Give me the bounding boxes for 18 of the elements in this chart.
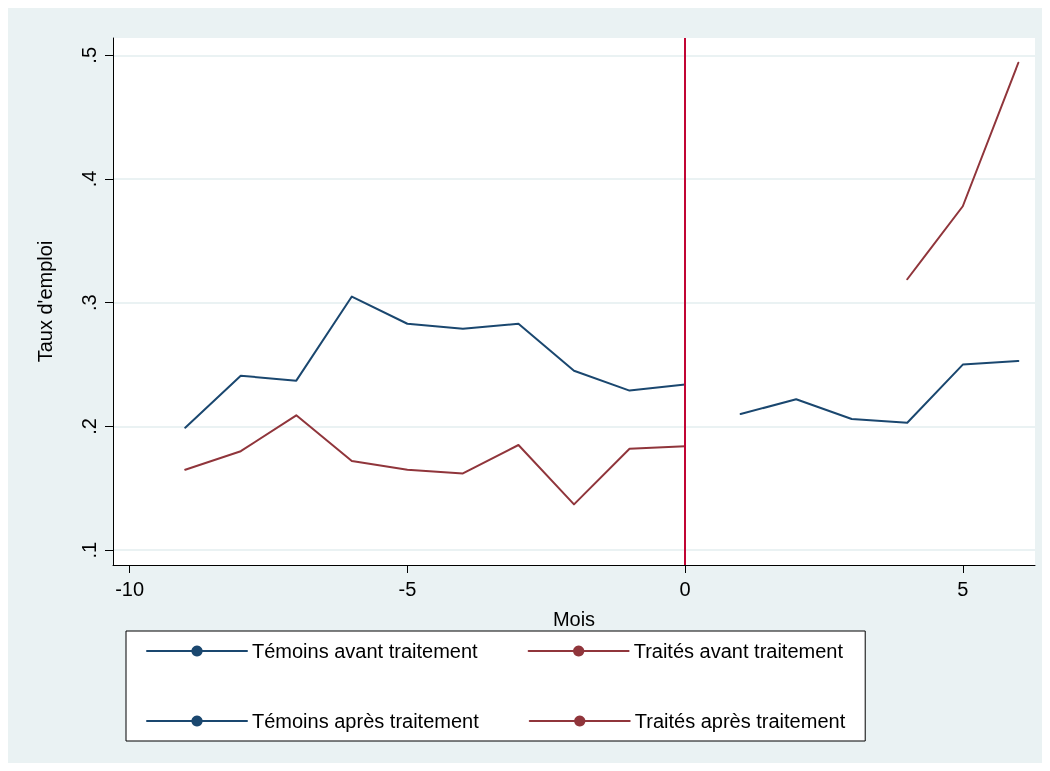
legend-label: Traités avant traitement — [633, 640, 844, 662]
y-tick-label: .2 — [78, 418, 100, 435]
legend-label: Témoins après traitement — [252, 710, 480, 732]
x-axis-title: Mois — [552, 608, 596, 630]
y-tick-label: .3 — [78, 294, 100, 312]
x-tick-label: -10 — [115, 578, 145, 600]
y-tick-label: .1 — [78, 541, 100, 559]
y-tick-label: .4 — [78, 170, 100, 188]
x-tick-label: -5 — [398, 578, 417, 600]
line-series — [184, 414, 687, 506]
x-tick-label: 5 — [957, 578, 969, 600]
legend-label: Traités après traitement — [634, 710, 846, 732]
line-series — [184, 295, 687, 429]
y-axis-title: Taux d'emploi — [34, 240, 56, 363]
line-series — [739, 359, 1020, 424]
x-tick-label: 0 — [679, 578, 691, 600]
y-tick-label: .5 — [78, 46, 100, 64]
legend-label: Témoins avant traitement — [252, 640, 479, 662]
